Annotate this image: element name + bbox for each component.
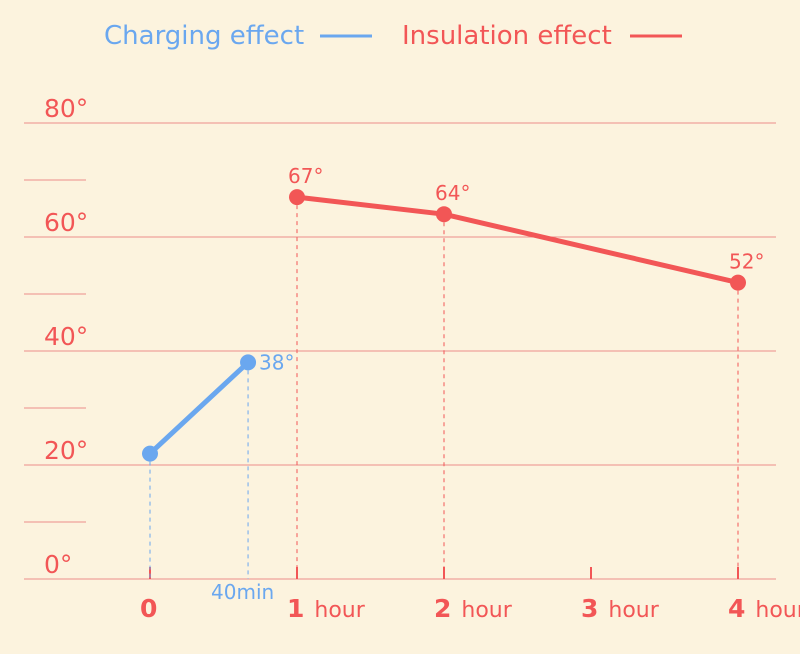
series-line-0 [147,359,251,457]
data-point [240,354,257,371]
data-label: 67° [288,164,323,188]
y-axis-ticks: 0° 20° 40° 60° 80° [44,94,88,579]
data-point [436,206,452,223]
x-tick-label: 2 hour [434,594,513,623]
x-tick-label: 0 [140,594,157,623]
data-point [730,274,746,291]
y-tick-label: 60° [44,208,88,237]
legend: Charging effect Insulation effect [104,21,682,51]
data-label: 52° [729,250,764,274]
drop-lines [149,197,739,579]
x-tick-label: 3 hour [581,594,660,623]
x-tick-label: 4hour [728,594,800,623]
data-label: 38° [259,350,294,374]
data-point [142,445,158,462]
data-label: 64° [435,181,470,205]
legend-charging-label: Charging effect [104,21,304,51]
grid [24,122,776,580]
y-tick-label: 20° [44,436,88,465]
data-point [289,189,305,206]
x-tick-label: 1 hour [287,594,366,623]
x-annotation: 40min [211,580,274,604]
legend-insulation-label: Insulation effect [402,21,612,51]
y-tick-label: 80° [44,94,88,123]
series-line-1 [294,194,741,286]
y-tick-label: 0° [44,550,72,579]
series: 38° 40min 67° 64° 52° [142,164,764,604]
y-tick-label: 40° [44,322,88,351]
